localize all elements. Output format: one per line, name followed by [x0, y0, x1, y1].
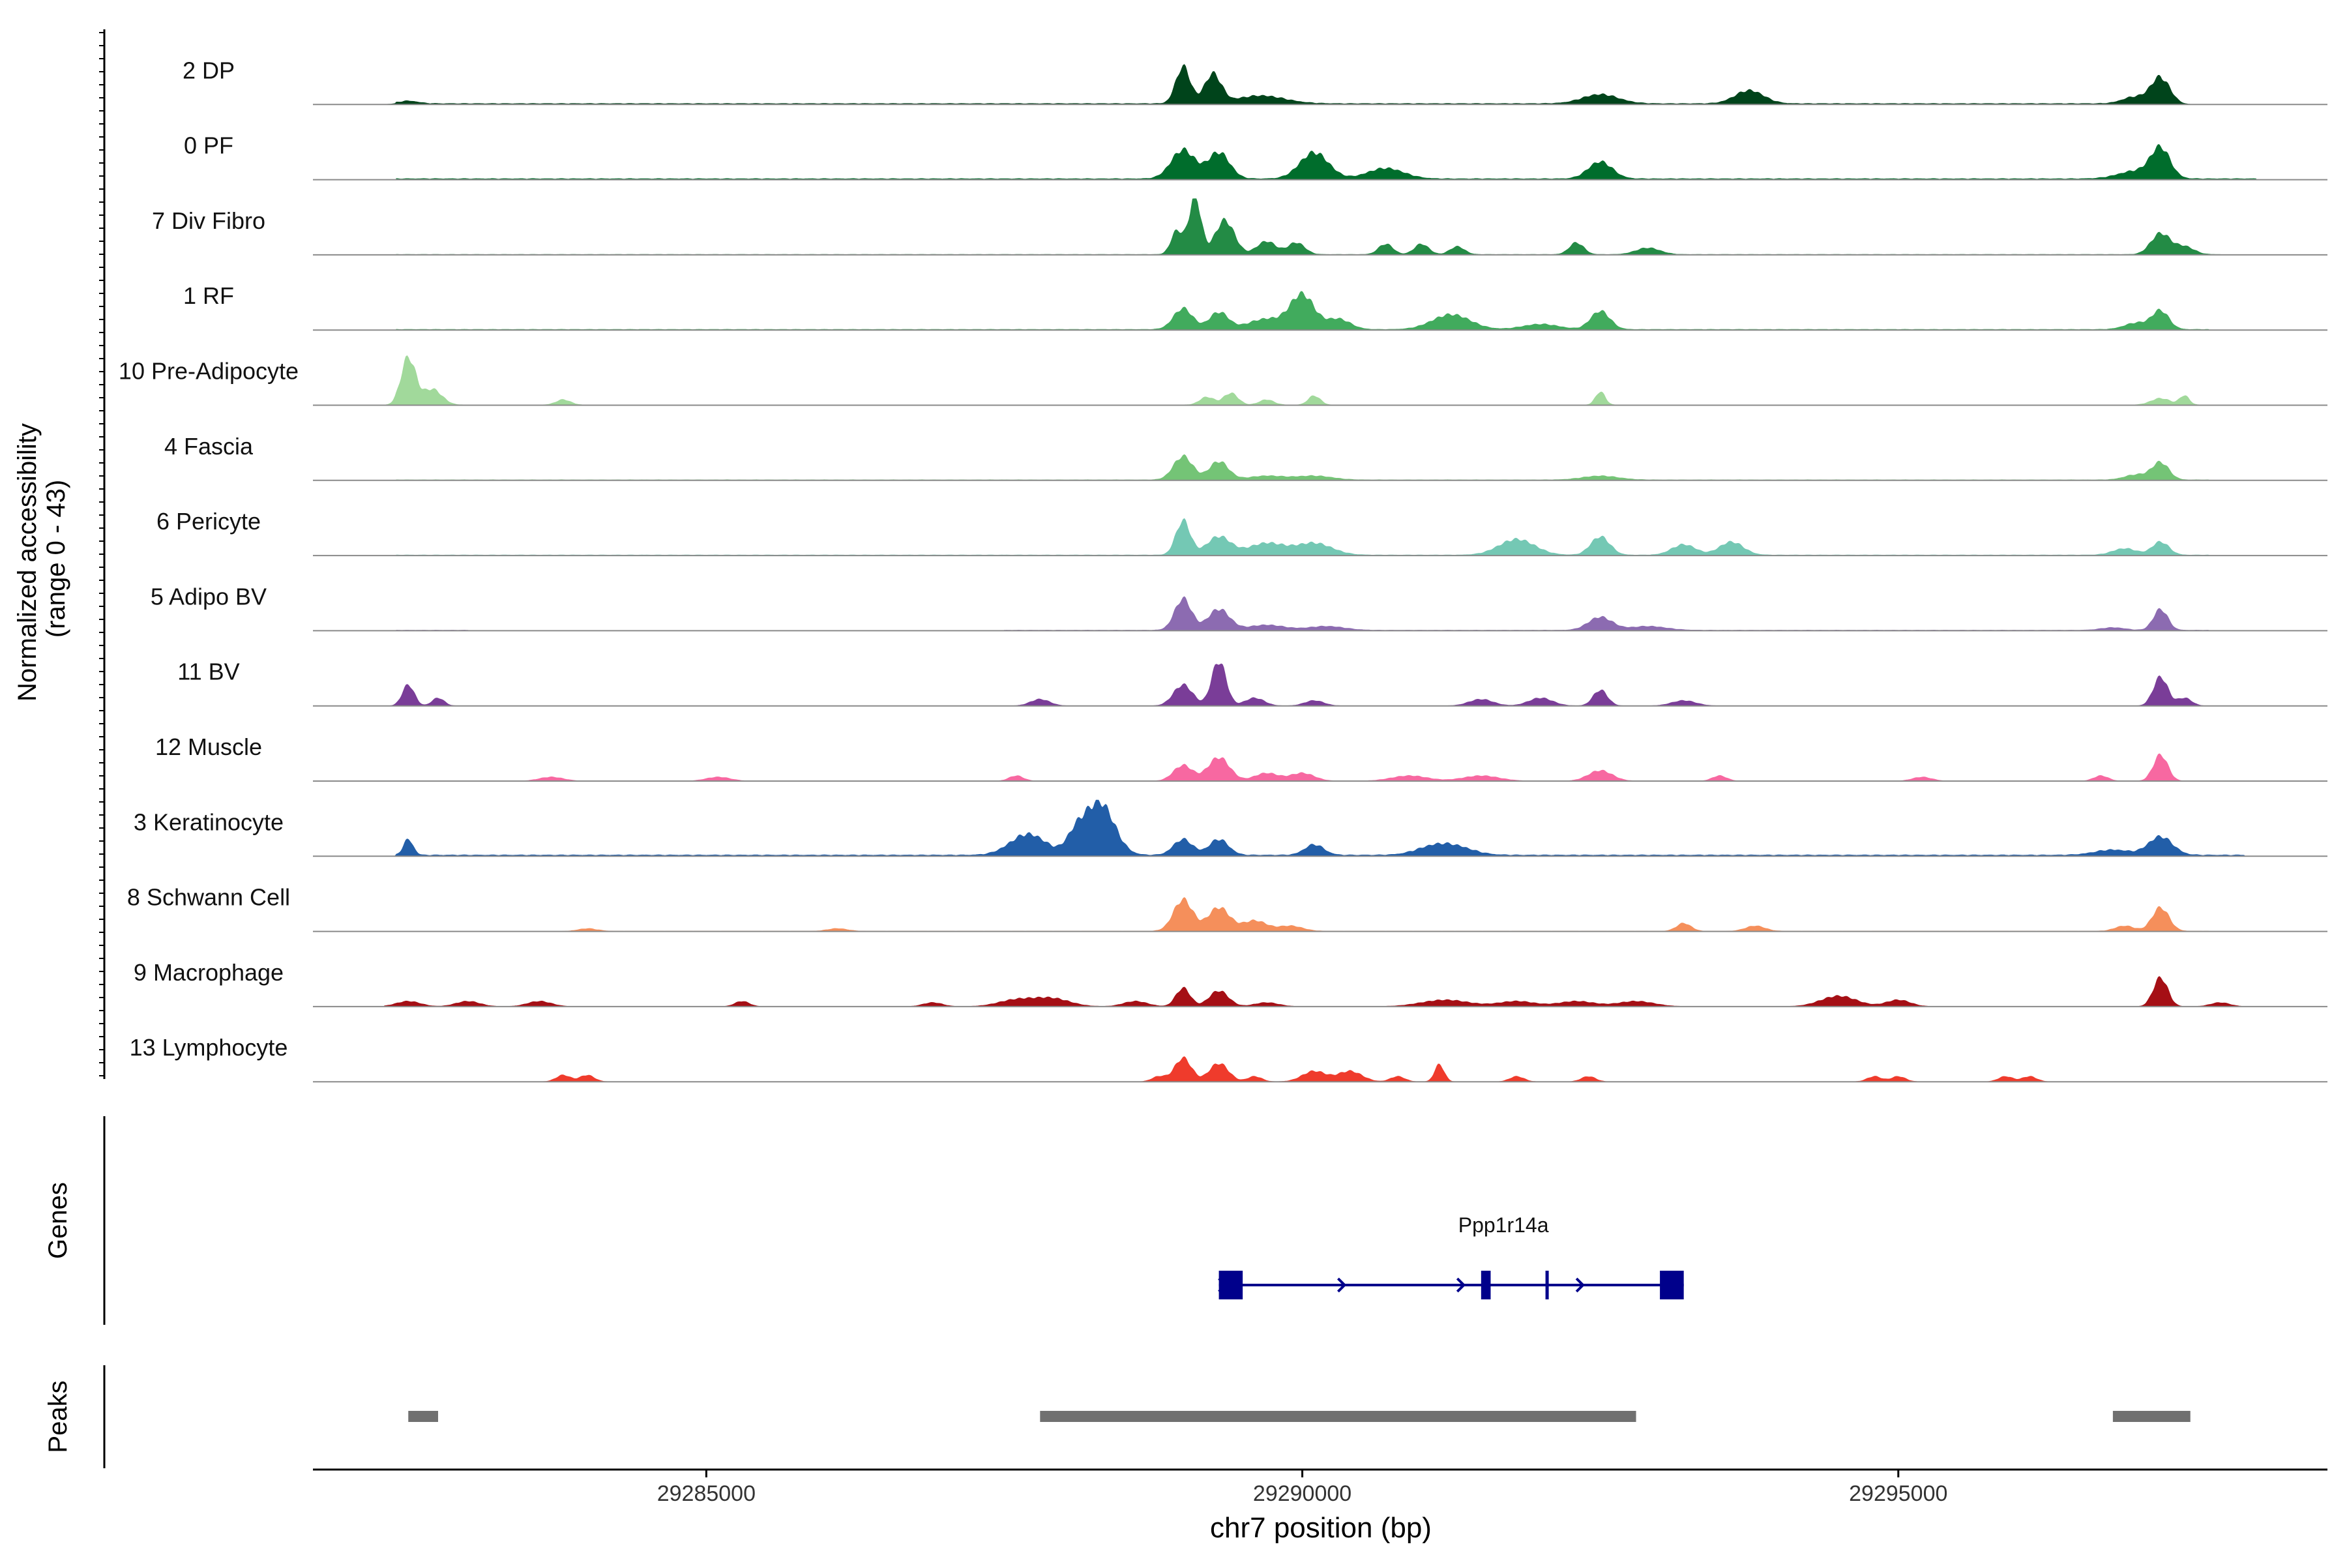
track-label: 12 Muscle: [155, 733, 262, 760]
track-label: 5 Adipo BV: [151, 583, 267, 610]
track-13-lymphocyte: 13 Lymphocyte: [130, 1034, 2327, 1083]
gene-name-label: Ppp1r14a: [1458, 1213, 1549, 1237]
track-3-keratinocyte: 3 Keratinocyte: [134, 799, 2327, 857]
gene-strand-arrow: [1575, 1277, 1585, 1293]
track-4-fascia: 4 Fascia: [164, 433, 2327, 481]
track-label: 8 Schwann Cell: [127, 884, 290, 911]
track-label: 7 Div Fibro: [152, 207, 265, 234]
track-label: 1 RF: [183, 282, 234, 309]
track-9-macrophage: 9 Macrophage: [134, 959, 2327, 1007]
coverage-y-label: Normalized accessibility: [13, 423, 42, 702]
track-2-dp: 2 DP: [183, 57, 2327, 106]
track-0-pf: 0 PF: [184, 132, 2327, 181]
track-label: 0 PF: [184, 132, 233, 159]
track-label: 10 Pre-Adipocyte: [119, 358, 299, 385]
gene-strand-arrow: [1337, 1277, 1347, 1293]
track-6-pericyte: 6 Pericyte: [156, 508, 2327, 557]
gene-track: Ppp1r14a: [1218, 1213, 1684, 1299]
peak-region: [2112, 1411, 2191, 1422]
peak-region: [1040, 1411, 1636, 1422]
track-label: 4 Fascia: [164, 433, 254, 460]
track-label: 13 Lymphocyte: [130, 1034, 288, 1061]
gene-strand-arrow: [1218, 1277, 1228, 1293]
track-label: 6 Pericyte: [156, 508, 261, 535]
x-axis-title: chr7 position (bp): [1210, 1512, 1432, 1544]
track-label: 3 Keratinocyte: [134, 808, 284, 835]
track-signal: [384, 64, 2194, 105]
track-signal: [396, 144, 2256, 181]
track-label: 2 DP: [183, 57, 235, 83]
track-signal: [387, 663, 2207, 707]
coverage-tracks: 2 DP 0 PF 7 Div Fibro 1 RF 10 Pre-Adipocyte 4…: [119, 57, 2327, 1083]
peaks-label: Peaks: [44, 1380, 72, 1453]
x-ticks: 29285000 29290000 29295000: [657, 1470, 1947, 1506]
track-11-bv: 11 BV: [177, 658, 2327, 707]
x-tick-label: 29295000: [1849, 1481, 1947, 1506]
gene-exon: [1218, 1271, 1243, 1299]
track-5-adipo-bv: 5 Adipo BV: [151, 583, 2327, 632]
gene-exon: [1481, 1271, 1491, 1299]
x-tick-label: 29290000: [1253, 1481, 1351, 1506]
track-label: 9 Macrophage: [134, 959, 284, 986]
track-10-pre-adipocyte: 10 Pre-Adipocyte: [119, 355, 2327, 406]
gene-exon: [1660, 1271, 1684, 1299]
coverage-y-ticks: [99, 32, 104, 1076]
genes-label: Genes: [44, 1182, 72, 1259]
track-12-muscle: 12 Muscle: [155, 733, 2327, 782]
track-8-schwann-cell: 8 Schwann Cell: [127, 884, 2327, 932]
peak-region: [408, 1411, 438, 1422]
gene-strand-arrow: [1456, 1277, 1466, 1293]
track-label: 11 BV: [177, 658, 239, 685]
gene-exon: [1545, 1271, 1549, 1299]
coverage-y-range-label: (range 0 - 43): [42, 480, 70, 638]
x-tick-label: 29285000: [657, 1481, 756, 1506]
track-signal: [518, 753, 2186, 782]
peak-track: [408, 1411, 2191, 1422]
track-1-rf: 1 RF: [183, 282, 2327, 331]
coverage-y-axis-title: Normalized accessibility (range 0 - 43): [13, 416, 70, 702]
track-7-div-fibro: 7 Div Fibro: [152, 198, 2327, 256]
track-signal: [392, 799, 2247, 857]
